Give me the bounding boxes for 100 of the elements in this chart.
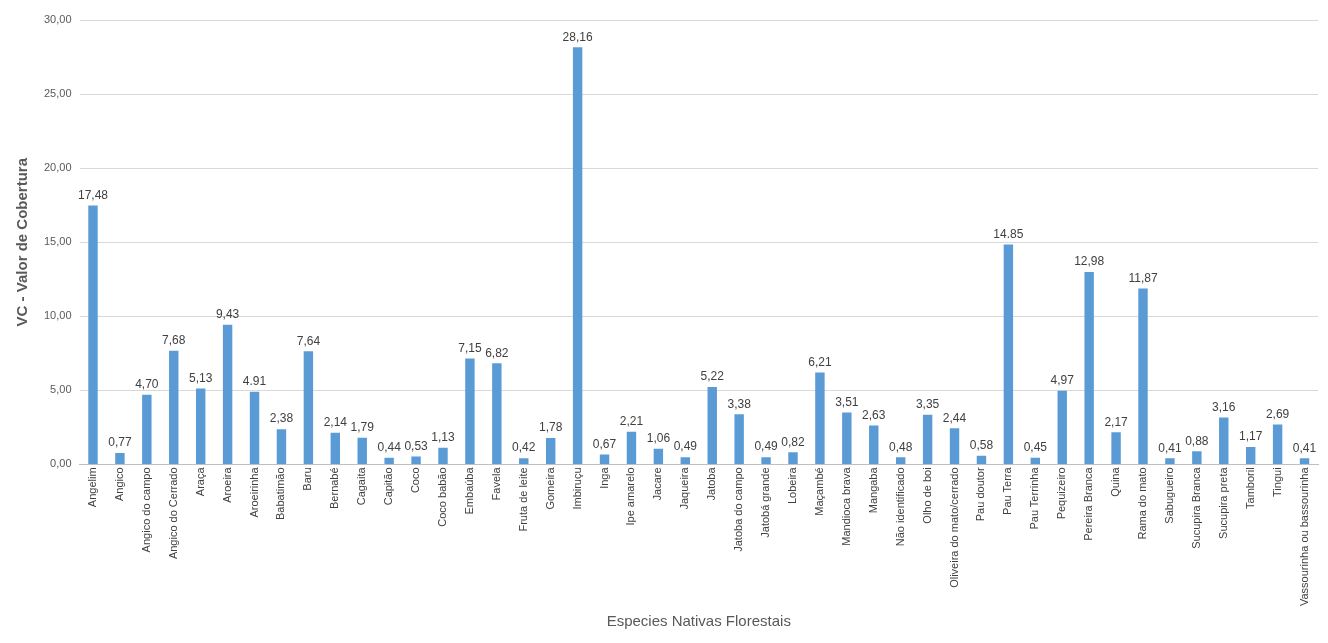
bar xyxy=(1111,432,1121,464)
x-tick-label: Aroeira xyxy=(220,466,233,503)
data-label: 4,97 xyxy=(1050,373,1075,388)
bar xyxy=(1138,288,1148,464)
x-tick-label: Araça xyxy=(193,466,206,497)
data-label: 3,51 xyxy=(835,394,859,409)
bar xyxy=(976,455,987,464)
data-label: 2,38 xyxy=(269,411,294,426)
bar xyxy=(303,351,314,464)
data-label: 0,58 xyxy=(969,438,994,453)
data-label: 1,13 xyxy=(431,429,455,444)
data-label: 0,41 xyxy=(1158,440,1182,455)
x-tick-label: Sucupira preta xyxy=(1216,466,1229,539)
x-tick-label: Vassourinha ou bassourinha xyxy=(1297,466,1310,607)
bar xyxy=(249,391,260,464)
bar xyxy=(330,432,341,464)
y-tick-label: 25,00 xyxy=(44,87,72,100)
x-tick-label: Aroeirinha xyxy=(247,466,260,518)
data-label: 1,78 xyxy=(539,420,563,435)
bar xyxy=(1219,417,1229,464)
bar xyxy=(707,387,717,464)
x-tick-label: Jatoba do campo xyxy=(732,467,745,552)
bar xyxy=(680,457,691,464)
data-label: 2,44 xyxy=(942,410,967,425)
bar xyxy=(599,454,610,464)
x-tick-label: Baru xyxy=(301,467,314,491)
x-tick-label: Angelim xyxy=(86,467,99,508)
bar xyxy=(438,447,448,464)
x-tick-label: Jaqueira xyxy=(678,466,691,510)
bar xyxy=(465,358,475,464)
x-tick-label: Não identificado xyxy=(893,467,906,547)
x-tick-label: Imbiruçu xyxy=(570,467,583,510)
x-tick-label: Cagaita xyxy=(355,466,368,506)
bar xyxy=(788,452,798,464)
y-tick-label: 5,00 xyxy=(50,383,72,396)
x-tick-label: Olho de boi xyxy=(920,467,933,524)
data-label: 1,17 xyxy=(1239,429,1263,444)
y-tick-label: 0,00 xyxy=(50,457,72,470)
x-tick-label: Pau doutor xyxy=(974,467,987,522)
x-tick-label: Gomeira xyxy=(543,466,556,510)
data-label: 6,82 xyxy=(485,345,509,360)
data-label: 2,21 xyxy=(619,413,644,428)
x-tick-label: Mandioca brava xyxy=(839,466,852,546)
bar xyxy=(1165,458,1175,464)
x-tick-label: Angico do campo xyxy=(139,467,152,553)
bar xyxy=(195,388,206,464)
x-tick-label: Angico xyxy=(112,467,125,502)
y-tick-label: 15,00 xyxy=(44,235,72,248)
data-label: 5,13 xyxy=(189,370,213,385)
data-label: 2,63 xyxy=(862,407,886,422)
data-label: 0,49 xyxy=(673,439,698,454)
bar xyxy=(1030,457,1041,464)
data-label: 3,38 xyxy=(727,396,752,411)
y-tick-label: 20,00 xyxy=(44,161,72,174)
data-label: 17,48 xyxy=(77,187,109,202)
bar xyxy=(142,394,152,464)
data-label: 0,41 xyxy=(1292,440,1317,455)
bar xyxy=(815,372,825,464)
bar xyxy=(115,452,125,464)
bar xyxy=(492,363,502,464)
x-tick-label: Bernabé xyxy=(328,467,341,509)
x-tick-label: Coco babão xyxy=(436,467,449,527)
x-tick-label: Tamboril xyxy=(1243,467,1256,509)
bar xyxy=(1299,458,1310,464)
bar xyxy=(384,457,394,464)
x-tick-label: Angico do Cerrado xyxy=(166,467,179,560)
x-tick-label: Capitão xyxy=(382,467,395,506)
data-label: 0,77 xyxy=(108,435,132,450)
data-label: 6,21 xyxy=(808,354,832,369)
data-label: 28,16 xyxy=(562,29,593,44)
data-label: 4,70 xyxy=(135,377,159,392)
x-tick-label: Coco xyxy=(409,467,422,494)
x-tick-label: Maçambé xyxy=(812,467,825,516)
bar xyxy=(895,457,906,464)
data-label: 0,48 xyxy=(889,439,913,454)
bar xyxy=(572,47,583,464)
data-label: 0,82 xyxy=(781,434,805,449)
data-label: 7,68 xyxy=(162,332,186,347)
data-label: 2,17 xyxy=(1104,414,1129,429)
x-tick-label: Pau Terrinha xyxy=(1028,466,1041,530)
data-label: 0,67 xyxy=(592,436,617,451)
bar xyxy=(222,324,233,464)
bar xyxy=(1003,244,1014,464)
bar xyxy=(357,437,367,464)
data-label: 0,45 xyxy=(1023,440,1048,455)
bar xyxy=(949,428,960,464)
x-tick-label: Babatimão xyxy=(274,467,287,520)
x-tick-label: Pau Terra xyxy=(1001,466,1014,515)
bar xyxy=(1272,424,1283,464)
data-label: 1,06 xyxy=(646,431,671,445)
x-tick-label: Sucupira Branca xyxy=(1189,466,1202,549)
data-label: 0,49 xyxy=(754,439,779,454)
bar xyxy=(411,456,421,464)
bar xyxy=(922,414,933,464)
x-tick-label: Lobeira xyxy=(786,466,799,505)
x-tick-label: Pereira Branca xyxy=(1082,466,1095,541)
data-label: 0,44 xyxy=(377,440,402,455)
data-label: 0,53 xyxy=(404,438,429,453)
data-label: 3,16 xyxy=(1212,399,1236,414)
data-label: 12,98 xyxy=(1074,254,1105,269)
